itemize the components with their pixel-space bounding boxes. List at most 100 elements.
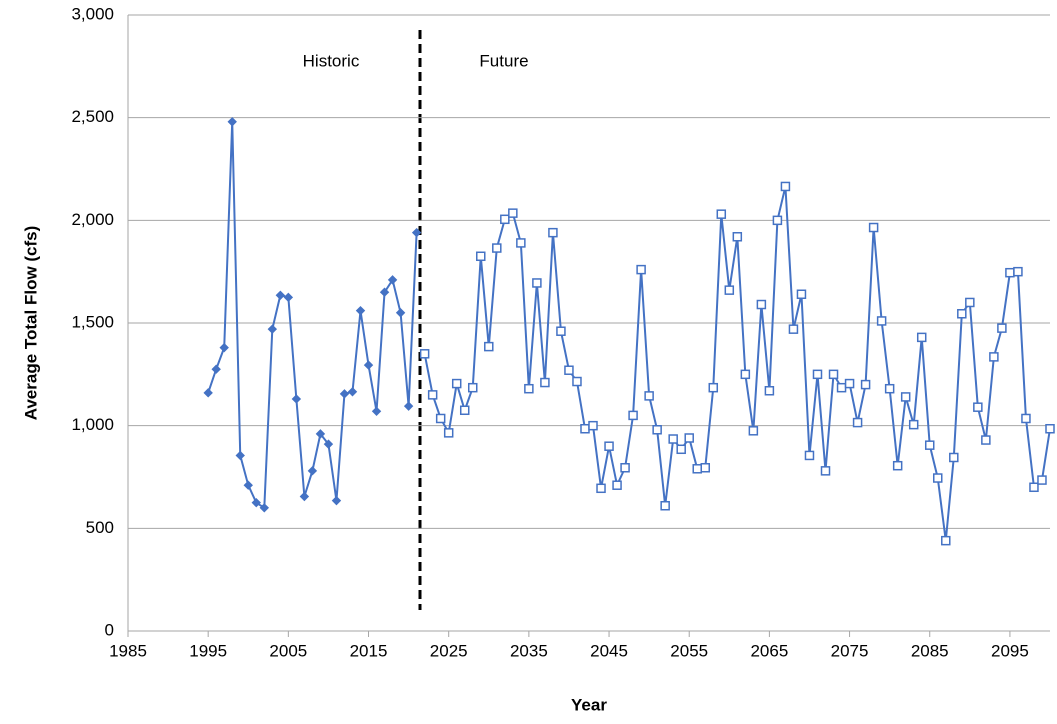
point [467, 382, 478, 393]
point [724, 285, 735, 295]
series-line [207, 121, 418, 510]
point [395, 308, 406, 318]
point [820, 466, 831, 476]
point [1021, 413, 1031, 424]
point [772, 215, 783, 226]
point [259, 503, 270, 513]
point [876, 316, 887, 326]
point [307, 466, 318, 476]
point [331, 495, 342, 506]
point [884, 383, 895, 394]
x-tick-label: 2015 [350, 641, 388, 660]
point [451, 378, 462, 389]
point [780, 181, 791, 192]
point [1029, 482, 1039, 493]
y-tick-label: 2,000 [71, 210, 114, 229]
point [291, 394, 302, 404]
point [989, 352, 999, 362]
point [411, 227, 422, 238]
x-tick-label: 2085 [911, 641, 949, 660]
point [636, 264, 646, 275]
point [828, 369, 839, 380]
point [668, 434, 678, 444]
point [572, 376, 582, 387]
point [1037, 475, 1047, 485]
point [892, 460, 903, 471]
point [860, 379, 871, 390]
point [275, 290, 286, 300]
point [933, 473, 943, 483]
point [997, 323, 1007, 333]
point [508, 208, 518, 218]
point [339, 389, 350, 399]
point [227, 117, 237, 127]
point [652, 425, 662, 435]
x-tick-label: 2075 [831, 641, 869, 660]
point [796, 289, 807, 300]
point [435, 413, 446, 424]
point [355, 305, 366, 316]
point [387, 275, 398, 285]
point [924, 440, 935, 450]
point [748, 426, 759, 436]
point [548, 227, 558, 238]
point [644, 391, 654, 401]
y-tick-label: 3,000 [71, 4, 114, 23]
point [941, 535, 951, 546]
point [524, 383, 534, 394]
y-tick-label: 2,500 [71, 107, 114, 126]
point [708, 382, 719, 393]
x-tick-label: 2035 [510, 641, 548, 660]
annotation: Historic [303, 51, 360, 70]
point [211, 364, 221, 374]
point [219, 342, 229, 353]
point [443, 428, 454, 438]
point [620, 463, 630, 473]
point [612, 480, 622, 490]
point [957, 309, 967, 319]
point [540, 377, 550, 388]
point [949, 452, 959, 463]
y-tick-label: 1,000 [71, 415, 114, 434]
point [459, 405, 470, 416]
point [604, 441, 614, 451]
point [1005, 267, 1015, 278]
point [732, 232, 743, 242]
point [756, 299, 767, 310]
point [700, 463, 711, 473]
point [419, 349, 430, 359]
point [283, 292, 294, 303]
y-axis-title: Average Total Flow (cfs) [21, 226, 40, 421]
x-axis-title: Year [571, 695, 607, 714]
point [427, 390, 438, 400]
point [556, 326, 566, 336]
x-tick-label: 1995 [189, 641, 227, 660]
x-tick-label: 2055 [670, 641, 708, 660]
point [981, 435, 991, 445]
point [900, 392, 911, 402]
point [371, 406, 382, 417]
point [1013, 266, 1023, 277]
point [235, 450, 245, 461]
annotation: Future [479, 51, 528, 70]
point [908, 419, 919, 430]
point [628, 410, 638, 421]
point [660, 500, 670, 511]
x-tick-label: 2045 [590, 641, 628, 660]
x-tick-label: 1985 [109, 641, 147, 660]
point [965, 297, 975, 308]
point [251, 497, 261, 508]
point [812, 369, 823, 380]
point [203, 388, 213, 398]
point [267, 324, 278, 334]
x-tick-label: 2095 [991, 641, 1029, 660]
point [564, 365, 574, 375]
point [596, 483, 606, 494]
x-tick-label: 2065 [750, 641, 788, 660]
y-tick-label: 500 [86, 518, 114, 537]
point [788, 324, 799, 334]
point [379, 287, 390, 297]
point [315, 429, 326, 439]
